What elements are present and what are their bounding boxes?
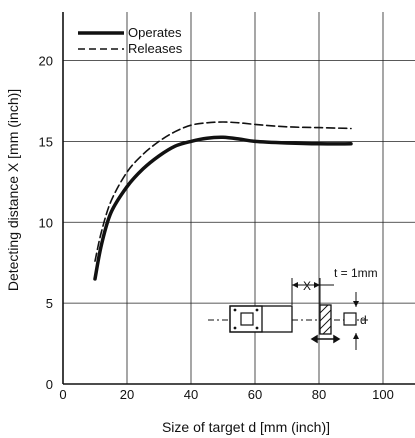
x-axis-title: Size of target d [mm (inch)] [162,419,330,435]
axes [62,12,415,385]
inset-thickness-label: t = 1mm [334,266,378,280]
inset-arrow-icon [353,301,359,307]
inset-target-hatch [319,317,332,330]
tick-labels: 0 20 40 60 80 100 0 5 10 15 20 [39,54,394,402]
inset-move-arrow-icon [310,334,341,344]
inset-sensor-face [229,305,263,333]
y-axis-title: Detecting distance X [mm (inch)] [5,89,21,291]
x-tick-label: 80 [312,387,326,402]
y-tick-label: 10 [39,215,53,230]
series-line-releases [94,121,352,262]
y-tick-label: 5 [46,296,53,311]
grid-lines [63,12,415,384]
series-line-operates [93,135,353,281]
inset-screw-icon [233,308,237,312]
x-tick-label: 100 [372,387,394,402]
inset-target-plate [319,304,332,335]
inset-d-label: d [360,313,367,327]
inset-arrow-icon [353,333,359,339]
x-tick-label: 0 [59,387,66,402]
inset-target-square [343,312,357,326]
legend: Operates Releases [78,25,183,56]
inset-arrow-icon [292,282,298,288]
y-tick-label: 0 [46,377,53,392]
y-tick-label: 15 [39,134,53,149]
inset-target-hatch [319,304,329,314]
y-tick-label: 20 [39,54,53,69]
inset-screw-icon [233,326,237,330]
x-tick-label: 20 [120,387,134,402]
sensor-target-inset: X t = 1mm d [208,266,378,350]
data-series [93,121,353,281]
inset-screw-icon [255,308,259,312]
inset-arrow-icon [314,282,320,288]
legend-label-releases: Releases [128,41,183,56]
legend-label-operates: Operates [128,25,182,40]
x-tick-label: 60 [248,387,262,402]
inset-x-label: X [303,279,311,293]
inset-screw-icon [255,326,259,330]
inset-target-hatch [319,309,332,322]
inset-sensor-body [229,305,293,333]
inset-sensing-square [240,312,254,326]
x-tick-label: 40 [184,387,198,402]
inset-target-hatch [322,325,332,335]
